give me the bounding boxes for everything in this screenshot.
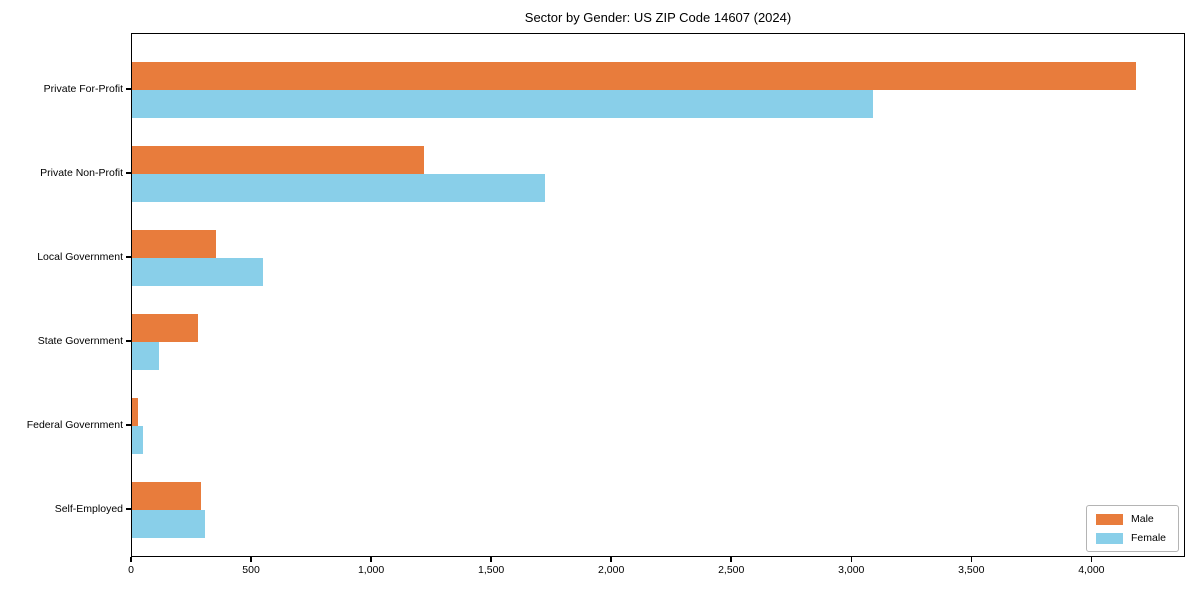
y-tick-mark [126,424,131,426]
x-tick-label: 4,000 [1078,564,1105,576]
legend-label-male: Male [1130,513,1154,525]
bar-female-federal-government [132,426,144,454]
legend-swatch-male [1095,513,1123,525]
y-axis-label-local-government: Local Government [37,251,123,263]
legend-entry-female: Female [1095,532,1166,544]
legend: Male Female [1085,505,1179,552]
x-tick-label: 0 [128,564,134,576]
x-tick-mark [250,557,252,562]
y-tick-mark [126,508,131,510]
x-tick-label: 500 [242,564,260,576]
chart-title: Sector by Gender: US ZIP Code 14607 (202… [524,10,792,25]
y-axis-label-private-non-profit: Private Non-Profit [40,167,123,179]
y-tick-mark [126,172,131,174]
y-tick-mark [126,256,131,258]
bar-female-state-government [132,342,160,370]
y-axis-label-private-for-profit: Private For-Profit [43,83,123,95]
x-tick-mark [1090,557,1093,562]
x-tick-label: 2,000 [598,564,625,576]
y-axis-label-self-employed: Self-Employed [54,503,123,515]
x-tick-mark [130,557,132,562]
bar-female-self-employed [132,510,206,538]
bar-male-self-employed [132,482,201,510]
x-tick-mark [370,557,372,562]
bar-male-state-government [132,314,199,342]
bar-male-private-non-profit [132,146,425,174]
y-axis-label-state-government: State Government [37,335,123,347]
bar-female-private-non-profit [132,174,545,202]
x-tick-label: 2,500 [718,564,745,576]
x-tick-label: 1,000 [357,564,385,576]
y-axis-label-federal-government: Federal Government [26,419,123,431]
bar-female-private-for-profit [132,90,874,118]
bar-male-federal-government [132,398,138,426]
bar-male-private-for-profit [132,62,1136,90]
x-tick-label: 1,500 [477,564,505,576]
x-tick-label: 3,000 [838,564,865,576]
y-tick-mark [126,88,131,90]
bar-female-local-government [132,258,264,286]
legend-entry-male: Male [1095,513,1166,525]
plot-area: Male Female [131,33,1185,557]
legend-swatch-female [1095,532,1123,544]
x-tick-label: 3,500 [958,564,985,576]
legend-label-female: Female [1130,532,1166,544]
x-tick-mark [850,557,853,562]
y-tick-mark [126,340,131,342]
x-tick-mark [610,557,612,562]
x-tick-mark [490,557,492,562]
bar-male-local-government [132,230,217,258]
x-tick-mark [970,557,973,562]
x-tick-mark [730,557,732,562]
